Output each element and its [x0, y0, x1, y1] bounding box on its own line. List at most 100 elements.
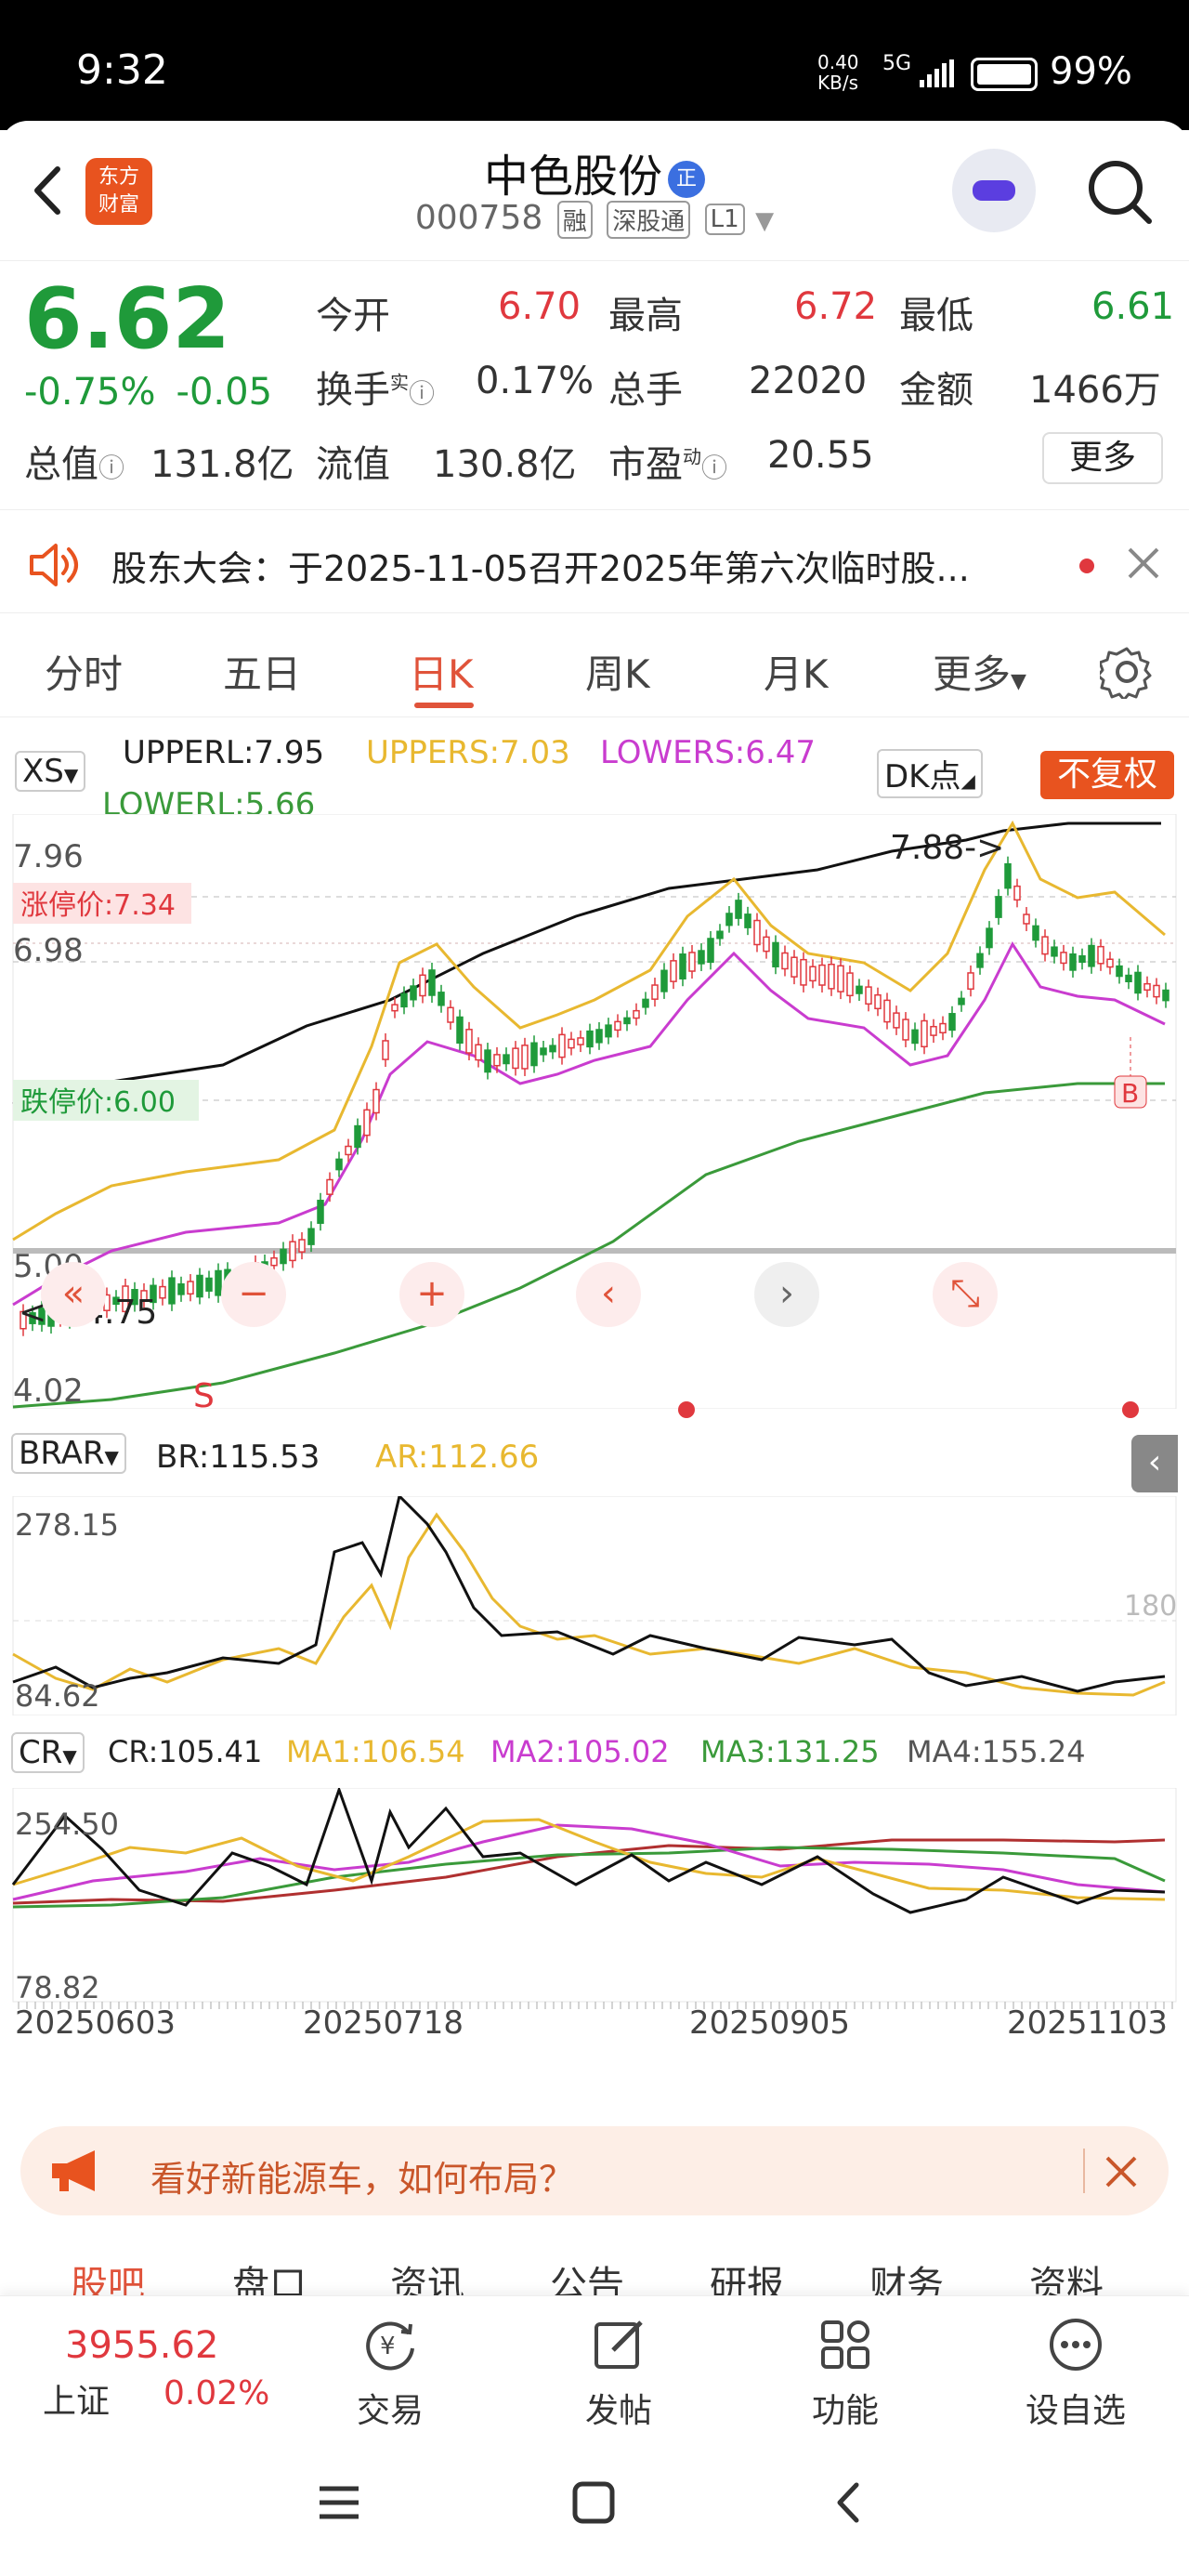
cr-y-bottom: 78.82	[15, 1970, 100, 2005]
close-icon[interactable]	[1104, 2154, 1139, 2189]
search-icon[interactable]	[1082, 154, 1156, 229]
zoom-out-button[interactable]: −	[221, 1262, 286, 1327]
fullscreen-icon[interactable]: ⤡	[933, 1262, 998, 1327]
chevron-down-icon: ▼	[104, 1446, 119, 1468]
tag-connect: 深股通	[607, 200, 691, 239]
candle-body	[1023, 913, 1030, 925]
close-icon[interactable]	[1126, 545, 1161, 581]
event-dot[interactable]	[678, 1401, 695, 1418]
subtab-announcements[interactable]: 公告	[550, 2264, 624, 2295]
scroll-left-fast-button[interactable]: «	[41, 1262, 106, 1327]
candle-body	[410, 985, 417, 1001]
step-right-button[interactable]: ›	[754, 1262, 819, 1327]
brar-chart[interactable]: 278.15 84.62 180	[0, 1496, 1189, 1715]
dots-circle-icon	[1050, 2319, 1102, 2371]
candle-body	[595, 1029, 603, 1044]
legend-lowers: LOWERS:6.47	[600, 734, 816, 771]
battery-level: 99%	[1050, 50, 1132, 93]
stock-subtitle[interactable]: 000758 融 深股通 L1 ▼	[0, 199, 1189, 239]
info-icon[interactable]: ⓘ	[409, 378, 436, 409]
subtab-research[interactable]: 研报	[710, 2264, 784, 2295]
tab-more[interactable]: 更多▼	[933, 651, 1026, 697]
zoom-in-button[interactable]: +	[399, 1262, 464, 1327]
candle-body	[391, 1004, 399, 1012]
adjust-button[interactable]: 不复权	[1040, 751, 1174, 799]
br-value: BR:115.53	[156, 1439, 320, 1476]
candle-body	[753, 919, 761, 946]
period-tabs: 分时 五日 日K 周K 月K 更多▼	[0, 624, 1189, 717]
candle-body	[1143, 982, 1151, 992]
subtab-forum[interactable]: 股吧	[71, 2264, 145, 2295]
info-icon[interactable]: ⓘ	[701, 453, 728, 483]
cr-chart[interactable]: 254.50 78.82 20250603 20250718 20250905 …	[0, 1788, 1189, 2037]
tab-monthly-k[interactable]: 月K	[764, 651, 829, 697]
menu-icon[interactable]	[316, 2479, 362, 2526]
candle-body	[614, 1020, 621, 1032]
candle-body	[400, 992, 408, 1008]
candle-body	[865, 986, 872, 1005]
candle-body	[735, 900, 742, 919]
tab-intraday[interactable]: 分时	[45, 651, 124, 697]
event-dot[interactable]	[1122, 1401, 1139, 1418]
cr-ma2: MA2:105.02	[490, 1734, 670, 1769]
cr-select[interactable]: CR▼	[11, 1732, 85, 1773]
back-arrow-icon[interactable]	[20, 158, 76, 223]
nav-post[interactable]: 发帖	[544, 2315, 693, 2432]
notice-bar[interactable]: 股东大会：于2025-11-05召开2025年第六次临时股...	[0, 509, 1189, 613]
dk-select[interactable]: DK点◢	[877, 749, 983, 798]
cr-ma4: MA4:155.24	[907, 1734, 1086, 1769]
candle-body	[744, 913, 751, 928]
brar-ref-label: 180	[1124, 1590, 1177, 1623]
candle-body	[289, 1241, 296, 1262]
nav-functions[interactable]: 功能	[771, 2315, 920, 2432]
app-logo[interactable]: 东方 财富	[85, 158, 152, 225]
candle-body	[1097, 945, 1104, 965]
tab-weekly-k[interactable]: 周K	[585, 651, 650, 697]
system-back-icon[interactable]	[827, 2479, 873, 2526]
gear-icon[interactable]	[1100, 645, 1154, 699]
field-amount-value: 1466万	[1029, 369, 1161, 412]
candle-body	[605, 1024, 612, 1038]
info-icon[interactable]: ⓘ	[98, 453, 125, 483]
nav-add-watchlist[interactable]: 设自选	[1001, 2315, 1150, 2432]
candle-body	[1032, 925, 1039, 941]
limit-up-badge	[13, 883, 191, 924]
kline-chart-area[interactable]: XS▼ UPPERL:7.95 UPPERS:7.03 LOWERS:6.47 …	[0, 725, 1189, 2109]
index-value: 3955.62	[65, 2324, 219, 2367]
nav-trade[interactable]: ¥ 交易	[316, 2315, 464, 2432]
subtab-news[interactable]: 资讯	[390, 2264, 464, 2295]
robot-assistant-icon[interactable]	[952, 149, 1036, 232]
step-left-button[interactable]: ‹	[576, 1262, 641, 1327]
legend-upperl: UPPERL:7.95	[123, 734, 325, 771]
battery-icon	[971, 58, 1038, 91]
field-pe-label: 市盈动ⓘ	[608, 443, 728, 486]
subtab-orderbook[interactable]: 盘口	[232, 2264, 307, 2295]
megaphone-icon	[52, 2150, 95, 2191]
candle-body	[911, 1029, 919, 1045]
candle-body	[893, 1012, 900, 1029]
svg-text:¥: ¥	[380, 2333, 396, 2360]
tab-five-day[interactable]: 五日	[223, 651, 302, 697]
signal-type: 5G	[882, 52, 912, 75]
tab-daily-k[interactable]: 日K	[409, 651, 474, 697]
main-indicator-select[interactable]: XS▼	[15, 751, 86, 792]
collapse-panel-button[interactable]: ‹	[1131, 1435, 1178, 1492]
candle-body	[1060, 952, 1067, 965]
field-turnover-label: 换手实ⓘ	[316, 369, 436, 412]
home-icon[interactable]	[570, 2479, 617, 2526]
candle-body	[1153, 984, 1160, 998]
subtab-profile[interactable]: 资料	[1029, 2264, 1104, 2295]
more-button[interactable]: 更多	[1042, 432, 1163, 484]
candle-body	[382, 1040, 389, 1060]
lowers-line	[12, 940, 1166, 1307]
field-amount-label: 金额	[899, 369, 973, 412]
promo-banner[interactable]: 看好新能源车，如何布局？	[20, 2126, 1169, 2215]
change-amount: -0.05	[176, 371, 273, 414]
brar-select[interactable]: BRAR▼	[11, 1433, 126, 1474]
lowerl-line	[12, 1082, 1165, 1409]
candle-body	[307, 1228, 315, 1245]
stock-code: 000758	[414, 199, 543, 237]
candle-body	[270, 1256, 278, 1267]
candle-body	[354, 1124, 361, 1149]
subtab-finance[interactable]: 财务	[869, 2264, 944, 2295]
